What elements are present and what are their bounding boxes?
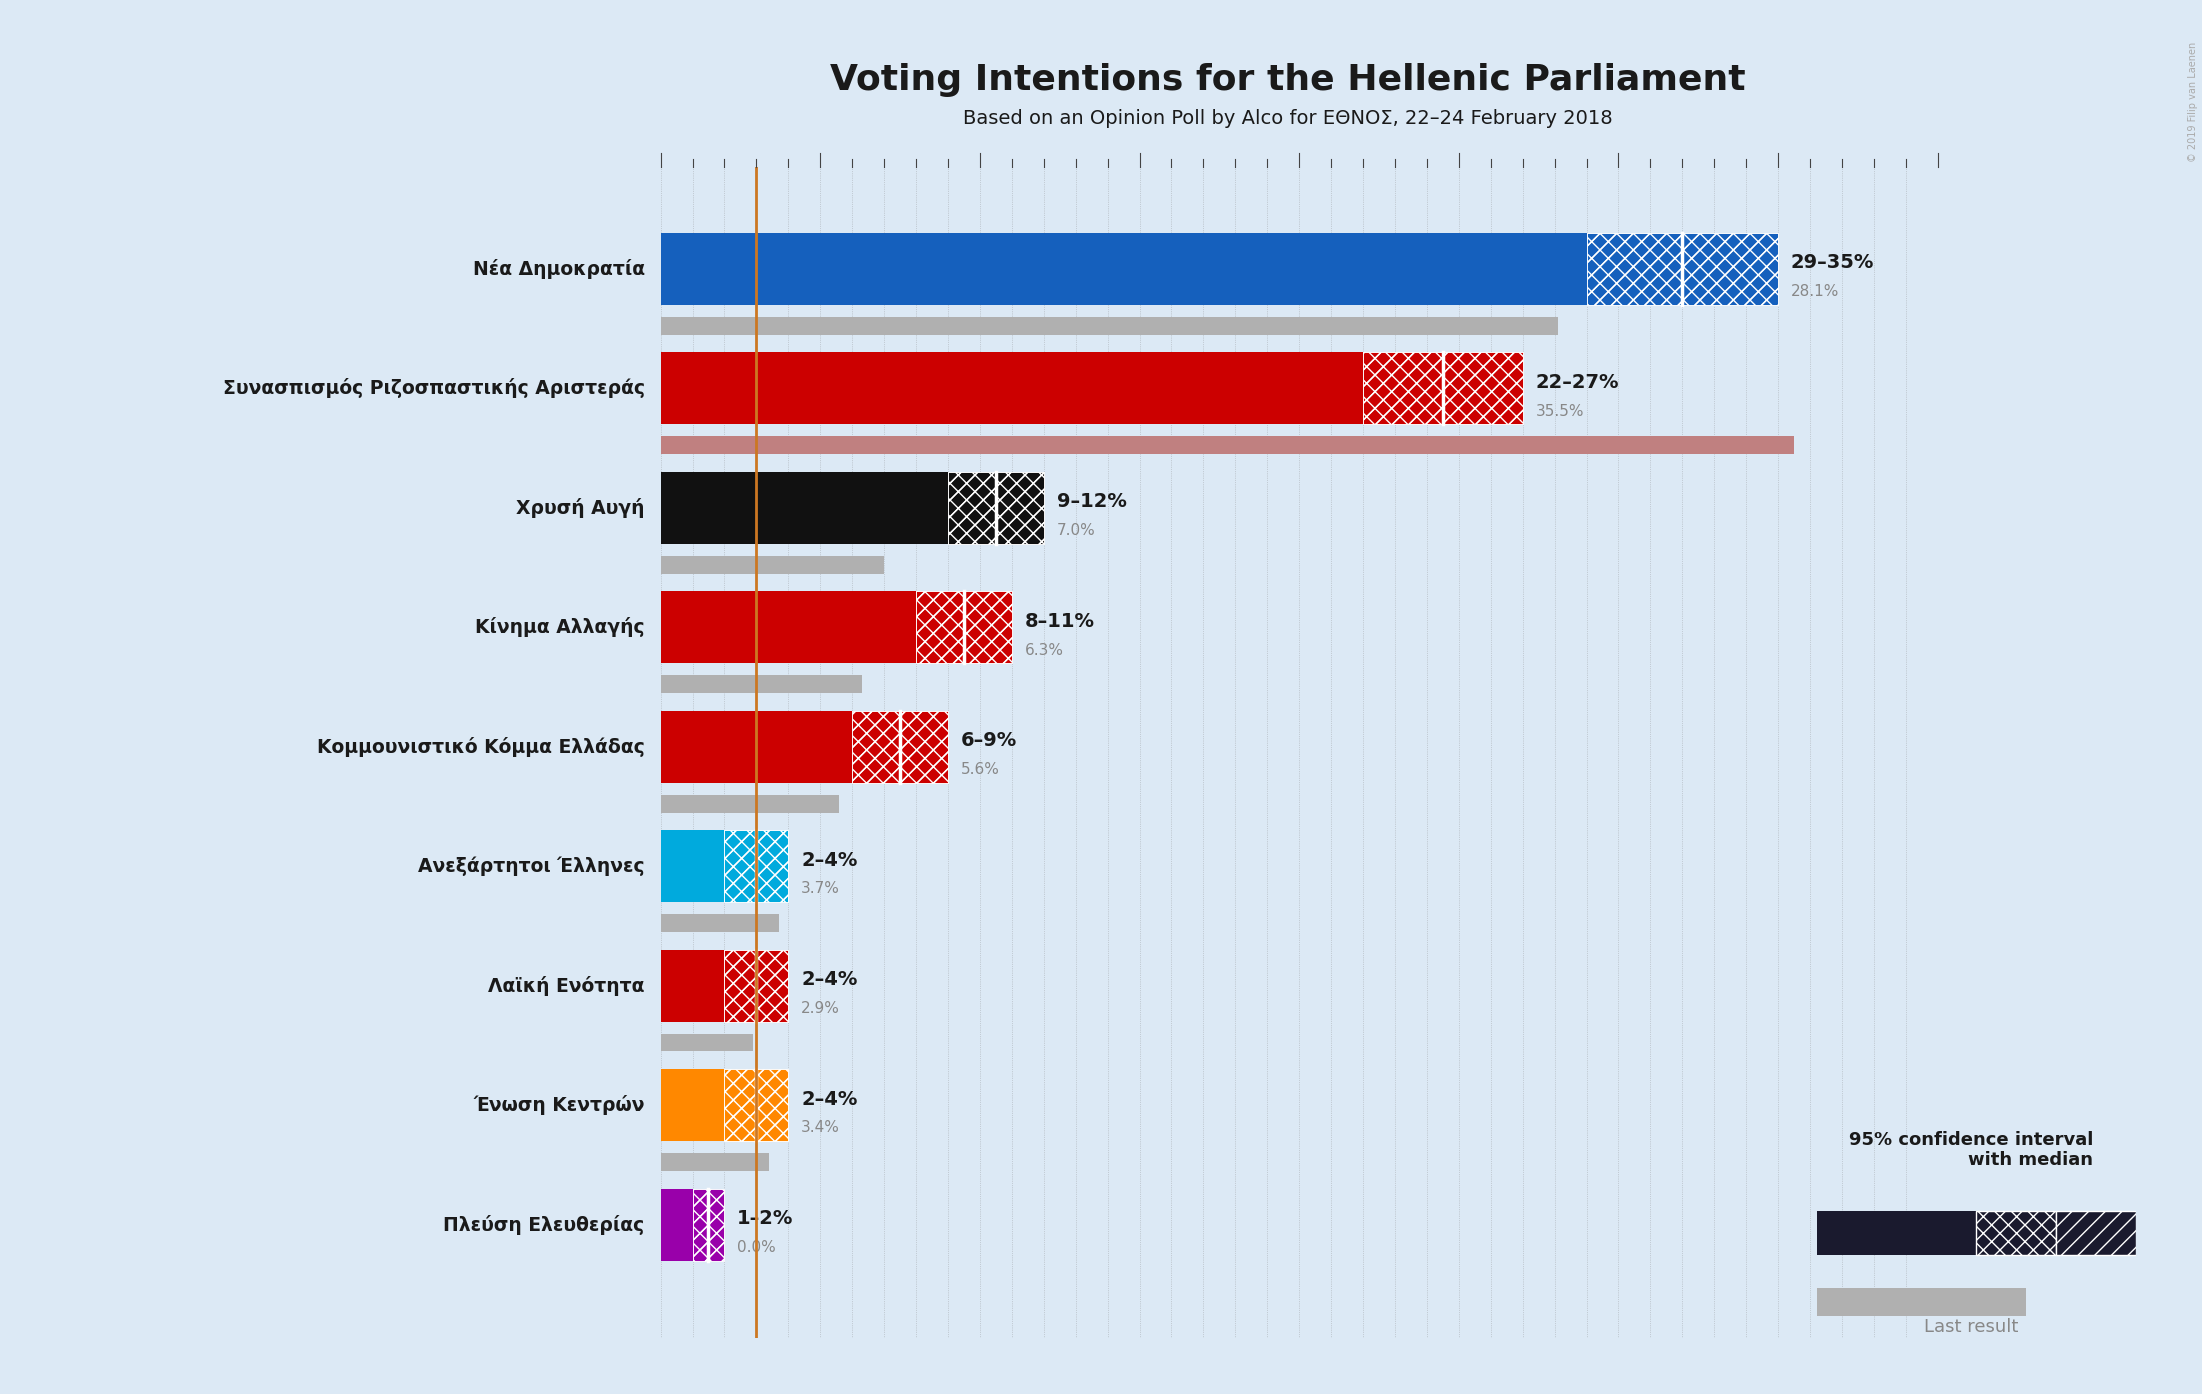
Bar xyxy=(661,1153,768,1171)
Bar xyxy=(661,711,852,782)
Text: Based on an Opinion Poll by Alco for ΕΘΝΟΣ, 22–24 February 2018: Based on an Opinion Poll by Alco for ΕΘΝ… xyxy=(962,109,1614,128)
Text: 2–4%: 2–4% xyxy=(802,1090,857,1108)
Text: Πλεύση Ελευθερίας: Πλεύση Ελευθερίας xyxy=(443,1214,645,1235)
Bar xyxy=(1817,1288,2026,1316)
Bar xyxy=(661,949,724,1022)
Text: Last result: Last result xyxy=(1925,1319,2017,1335)
Text: 2–4%: 2–4% xyxy=(802,970,857,990)
Text: 1–2%: 1–2% xyxy=(738,1209,793,1228)
Bar xyxy=(691,1189,724,1260)
Bar xyxy=(661,233,1585,305)
Bar xyxy=(724,1069,788,1142)
Text: Λαϊκή Ενότητα: Λαϊκή Ενότητα xyxy=(489,976,645,995)
Bar xyxy=(724,949,788,1022)
Text: 2.9%: 2.9% xyxy=(802,1001,839,1016)
Bar xyxy=(661,914,780,933)
Bar xyxy=(661,795,839,813)
Text: © 2019 Filip van Laenen: © 2019 Filip van Laenen xyxy=(2187,42,2198,162)
Bar xyxy=(661,591,916,664)
Bar xyxy=(916,591,1013,664)
Text: 22–27%: 22–27% xyxy=(1535,372,1618,392)
Bar xyxy=(661,831,724,902)
Bar xyxy=(1585,233,1779,305)
Text: 6–9%: 6–9% xyxy=(960,732,1017,750)
Bar xyxy=(852,711,949,782)
Bar xyxy=(1585,233,1779,305)
Text: 95% confidence interval
with median: 95% confidence interval with median xyxy=(1850,1131,2092,1170)
Bar xyxy=(2057,1211,2136,1256)
Text: 8–11%: 8–11% xyxy=(1024,612,1094,631)
Bar xyxy=(1363,353,1524,424)
Text: Κίνημα Αλλαγής: Κίνημα Αλλαγής xyxy=(476,618,645,637)
Text: Νέα Δημοκρατία: Νέα Δημοκρατία xyxy=(473,259,645,279)
Bar xyxy=(661,1033,753,1051)
Text: 28.1%: 28.1% xyxy=(1790,284,1839,300)
Bar xyxy=(724,831,788,902)
Bar xyxy=(661,556,885,573)
Bar xyxy=(852,711,949,782)
Text: 6.3%: 6.3% xyxy=(1024,643,1064,658)
Text: Συνασπισμός Ριζοσπαστικής Αριστεράς: Συνασπισμός Ριζοσπαστικής Αριστεράς xyxy=(222,378,645,399)
Text: 0.0%: 0.0% xyxy=(738,1239,775,1255)
Text: 29–35%: 29–35% xyxy=(1790,254,1874,272)
Bar xyxy=(661,473,949,544)
Bar xyxy=(1363,353,1524,424)
Text: Voting Intentions for the Hellenic Parliament: Voting Intentions for the Hellenic Parli… xyxy=(830,63,1746,96)
Text: 5.6%: 5.6% xyxy=(960,763,1000,776)
Text: Χρυσή Αυγή: Χρυσή Αυγή xyxy=(515,498,645,517)
Text: 3.4%: 3.4% xyxy=(802,1121,839,1136)
Text: 9–12%: 9–12% xyxy=(1057,492,1127,512)
Bar xyxy=(661,1189,691,1260)
Bar xyxy=(661,353,1363,424)
Text: Ανεξάρτητοι Έλληνες: Ανεξάρτητοι Έλληνες xyxy=(418,856,645,875)
Bar xyxy=(661,1069,724,1142)
Text: 3.7%: 3.7% xyxy=(802,881,839,896)
Bar xyxy=(949,473,1044,544)
Text: 35.5%: 35.5% xyxy=(1535,403,1583,418)
Bar xyxy=(1817,1211,1977,1256)
Bar xyxy=(661,316,1557,335)
Bar xyxy=(661,436,1795,454)
Bar xyxy=(661,675,861,693)
Text: Ένωση Κεντρών: Ένωση Κεντρών xyxy=(473,1096,645,1115)
Bar xyxy=(724,949,788,1022)
Bar xyxy=(1977,1211,2057,1256)
Text: 2–4%: 2–4% xyxy=(802,850,857,870)
Bar xyxy=(724,1069,788,1142)
Bar xyxy=(691,1189,724,1260)
Bar xyxy=(949,473,1044,544)
Text: 7.0%: 7.0% xyxy=(1057,523,1094,538)
Text: Κομμουνιστικό Κόμμα Ελλάδας: Κομμουνιστικό Κόμμα Ελλάδας xyxy=(317,737,645,757)
Bar xyxy=(724,831,788,902)
Bar xyxy=(916,591,1013,664)
